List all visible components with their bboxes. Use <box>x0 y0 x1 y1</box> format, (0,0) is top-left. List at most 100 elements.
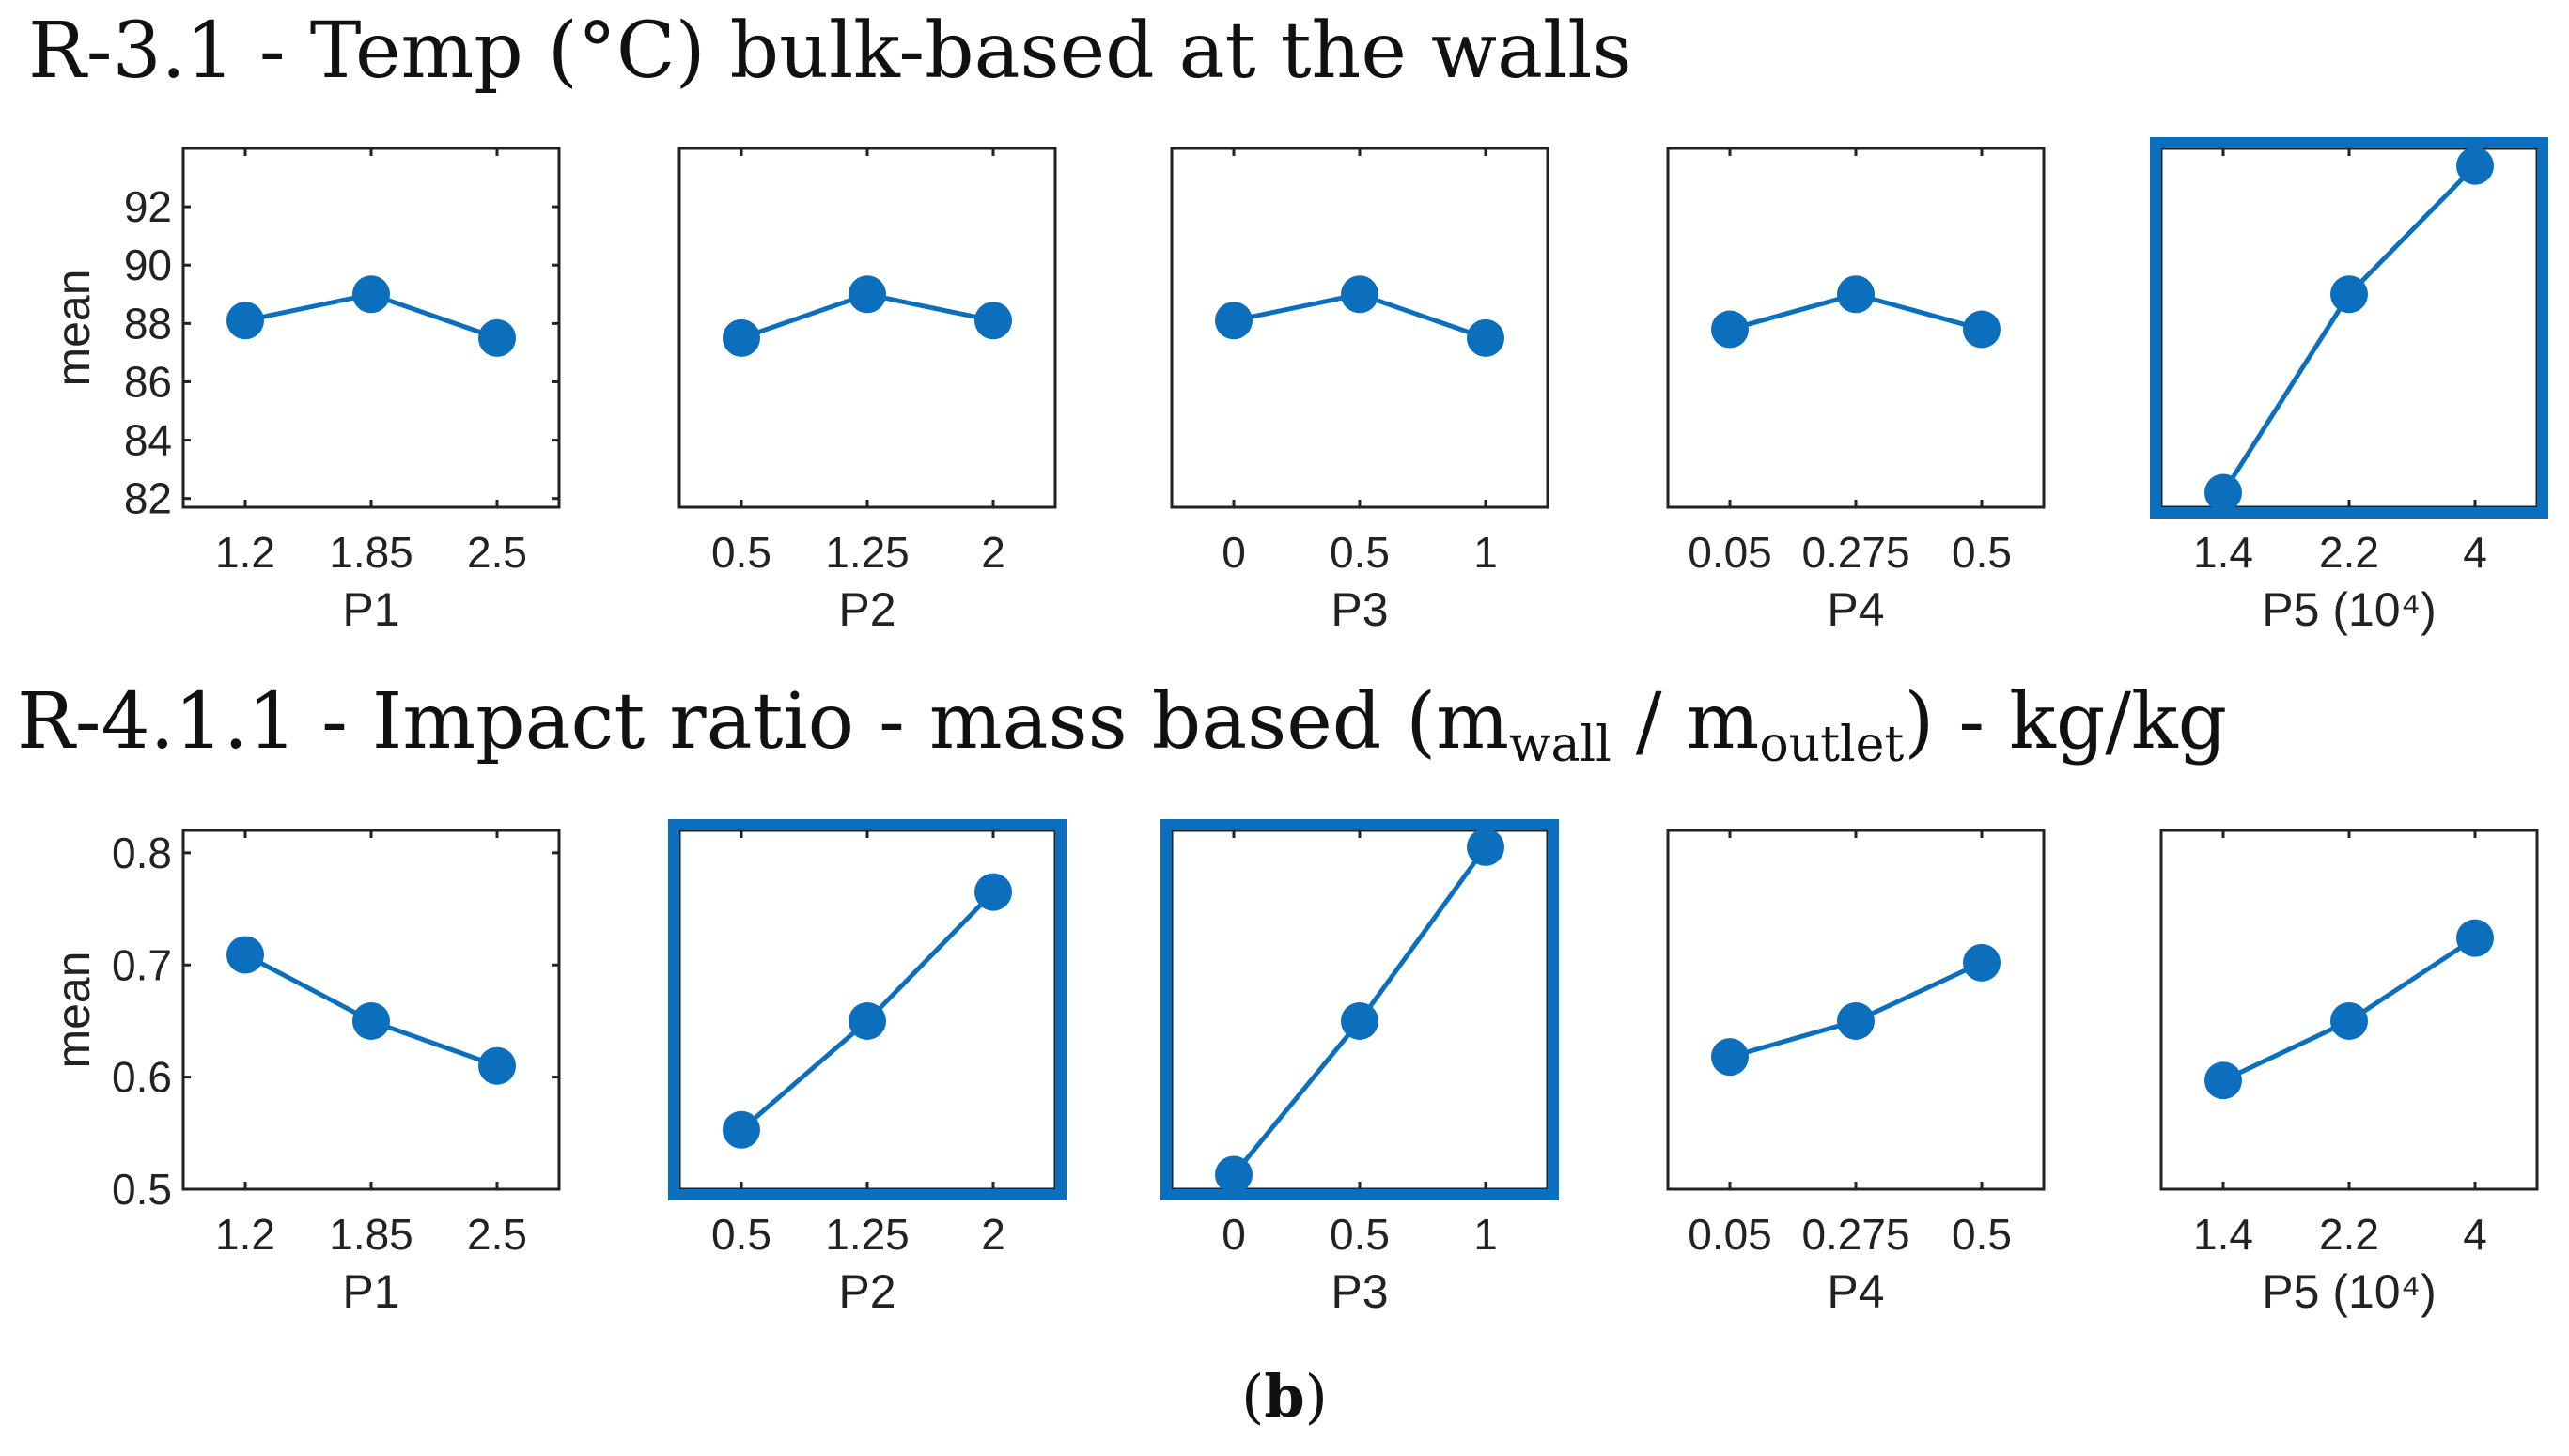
x-tick-label: 0.05 <box>1688 1210 1772 1259</box>
row-2-title-main: R-4.1.1 - Impact ratio - mass based (m <box>17 677 1509 767</box>
x-tick-label: 0.5 <box>711 528 771 577</box>
highlight-box <box>668 819 1067 1200</box>
x-tick-label: 1.25 <box>825 528 910 577</box>
row-2-title: R-4.1.1 - Impact ratio - mass based (mwa… <box>17 677 2227 773</box>
panel-2-2: 0.5 1.25 2 P2 <box>668 819 1067 1318</box>
data-point <box>478 318 516 357</box>
data-point <box>1963 943 2001 982</box>
x-axis-label: P3 <box>1331 583 1388 636</box>
y-tick-label: 84 <box>124 416 172 465</box>
y-tick-label: 0.6 <box>112 1053 172 1102</box>
data-point <box>2456 919 2494 957</box>
x-tick-label: 2.5 <box>467 528 527 577</box>
x-axis-label: P4 <box>1827 1265 1884 1318</box>
data-point <box>478 1046 516 1085</box>
data-point <box>1711 310 1749 349</box>
x-tick-label: 2.2 <box>2319 1210 2379 1259</box>
data-point <box>1215 302 1253 340</box>
panel-1-4: 0.05 0.275 0.5 P4 <box>1666 147 2046 636</box>
data-point <box>1467 318 1504 357</box>
y-tick-label: 0.7 <box>112 940 172 989</box>
row-2-title-end: ) - kg/kg <box>1904 677 2227 767</box>
row-2-title-middle: / m <box>1611 677 1760 767</box>
x-axis-label: P5 (10⁴) <box>2262 583 2436 636</box>
data-point <box>1837 1001 1875 1040</box>
row-1-title: R-3.1 - Temp (°C) bulk-based at the wall… <box>28 7 1632 96</box>
x-tick-label: 4 <box>2463 528 2487 577</box>
x-tick-label: 1 <box>1473 1210 1498 1259</box>
highlight-box <box>2150 137 2548 519</box>
x-tick-label: 0 <box>1222 1210 1246 1259</box>
data-point <box>849 275 886 314</box>
x-tick-label: 2 <box>981 528 1005 577</box>
x-tick-label: 0.5 <box>711 1210 771 1259</box>
x-tick-label: 0.05 <box>1688 528 1772 577</box>
x-tick-label: 0.5 <box>1330 1210 1390 1259</box>
y-tick-label: 88 <box>124 299 172 348</box>
data-point <box>723 318 760 357</box>
data-point <box>2456 147 2494 185</box>
x-axis-label: P5 (10⁴) <box>2262 1265 2436 1318</box>
y-tick-label: 90 <box>124 240 172 289</box>
panel-1-2: 0.5 1.25 2 P2 <box>677 147 1057 636</box>
panel-2-5: 1.4 2.2 4 P5 (10⁴) <box>2159 829 2539 1318</box>
data-point <box>1467 828 1504 866</box>
data-point <box>352 275 390 314</box>
y-axis-label: mean <box>47 951 100 1068</box>
x-tick-label: 2.2 <box>2319 528 2379 577</box>
x-tick-label: 1.25 <box>825 1210 910 1259</box>
y-tick-label: 82 <box>124 474 172 523</box>
row-2-title-subscript-wall: wall <box>1509 717 1611 773</box>
x-tick-label: 1.85 <box>329 528 413 577</box>
x-axis-label: P3 <box>1331 1265 1388 1318</box>
caption-close: ) <box>1305 1362 1328 1431</box>
caption-letter: b <box>1264 1362 1304 1431</box>
x-tick-label: 0.275 <box>1801 1210 1909 1259</box>
x-axis-label: P2 <box>838 583 895 636</box>
plot-frame <box>2159 147 2539 509</box>
x-axis-label: P1 <box>342 583 399 636</box>
caption-open: ( <box>1241 1362 1264 1431</box>
y-axis-label: mean <box>47 269 100 386</box>
x-tick-label: 1.2 <box>215 528 275 577</box>
data-point <box>2204 1061 2242 1100</box>
data-point <box>974 873 1012 911</box>
x-tick-label: 4 <box>2463 1210 2487 1259</box>
y-tick-label: 86 <box>124 357 172 406</box>
panel-2-3: 0 0.5 1 P3 <box>1160 819 1559 1318</box>
data-point <box>226 302 264 340</box>
x-tick-label: 1.2 <box>215 1210 275 1259</box>
data-point <box>352 1001 390 1040</box>
panel-2-1: 1.2 1.85 2.5 0.5 0.6 0.7 0.8 P1 mean <box>47 829 561 1318</box>
x-tick-label: 1.85 <box>329 1210 413 1259</box>
x-axis-label: P4 <box>1827 583 1884 636</box>
data-point <box>226 936 264 974</box>
data-point <box>974 302 1012 340</box>
series-line <box>2220 163 2477 494</box>
data-point <box>1837 275 1875 314</box>
data-point <box>723 1110 760 1149</box>
y-tick-label: 0.5 <box>112 1165 172 1214</box>
panel-2-4: 0.05 0.275 0.5 P4 <box>1666 829 2046 1318</box>
x-tick-label: 0 <box>1222 528 1246 577</box>
data-point <box>2204 473 2242 512</box>
panel-1-5: 1.4 2.2 4 P5 (10⁴) <box>2150 137 2548 636</box>
x-tick-label: 1 <box>1473 528 1498 577</box>
x-tick-label: 2 <box>981 1210 1005 1259</box>
x-tick-label: 0.5 <box>1330 528 1390 577</box>
data-point <box>1711 1038 1749 1077</box>
data-point <box>1341 275 1378 314</box>
x-tick-label: 1.4 <box>2193 528 2253 577</box>
panel-1-1: 1.2 1.85 2.5 82 84 86 88 90 92 P1 mean <box>47 147 561 636</box>
panel-1-3: 0 0.5 1 P3 <box>1170 147 1549 636</box>
x-axis-label: P1 <box>342 1265 399 1318</box>
y-tick-label: 92 <box>124 182 172 231</box>
x-tick-label: 0.5 <box>1952 528 2012 577</box>
data-point <box>1341 1001 1378 1040</box>
x-tick-label: 1.4 <box>2193 1210 2253 1259</box>
data-point <box>1963 310 2001 349</box>
x-tick-label: 0.5 <box>1952 1210 2012 1259</box>
x-tick-label: 0.275 <box>1801 528 1909 577</box>
